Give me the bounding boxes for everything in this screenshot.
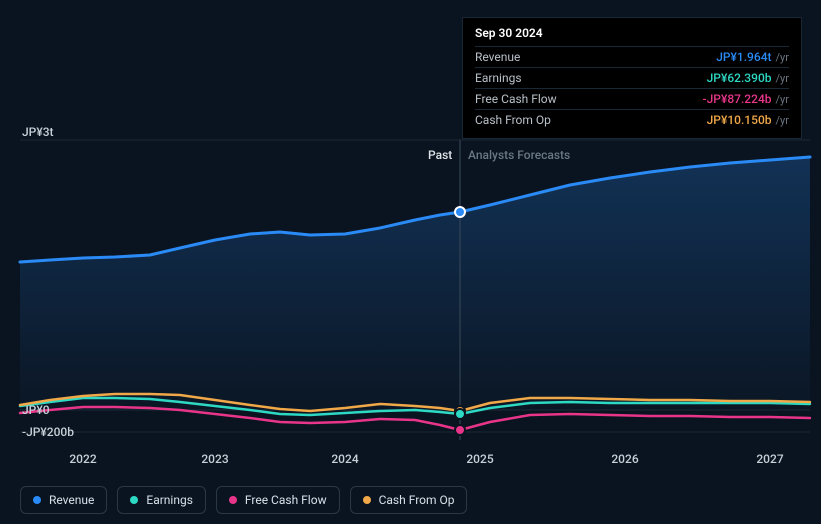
x-tick-label: 2027 — [756, 452, 783, 466]
legend-dot-icon — [229, 496, 237, 504]
past-region-label: Past — [428, 148, 452, 162]
legend-dot-icon — [363, 496, 371, 504]
x-tick-label: 2023 — [201, 452, 228, 466]
tooltip-row-label: Free Cash Flow — [475, 92, 557, 106]
marker-dot — [455, 409, 465, 419]
tooltip-row-unit: /yr — [776, 51, 789, 64]
tooltip-row-label: Earnings — [475, 71, 522, 85]
hover-tooltip: Sep 30 2024 Revenue JP¥1.964t/yr Earnings J… — [462, 17, 802, 139]
x-tick-label: 2026 — [611, 452, 638, 466]
legend-label: Revenue — [49, 493, 94, 507]
tooltip-date: Sep 30 2024 — [475, 26, 789, 46]
legend-item-fcf[interactable]: Free Cash Flow — [216, 486, 340, 514]
legend-dot-icon — [33, 496, 41, 504]
y-tick-label: -JP¥200b — [22, 425, 74, 439]
legend-label: Cash From Op — [379, 493, 455, 507]
legend-dot-icon — [130, 496, 138, 504]
legend-item-earnings[interactable]: Earnings — [117, 486, 206, 514]
legend-item-cfo[interactable]: Cash From Op — [350, 486, 468, 514]
tooltip-row-value: JP¥10.150b — [707, 113, 772, 127]
y-tick-label: JP¥0 — [22, 403, 50, 417]
tooltip-row-unit: /yr — [776, 93, 789, 106]
tooltip-row-unit: /yr — [776, 72, 789, 85]
tooltip-row: Free Cash Flow -JP¥87.224b/yr — [475, 88, 789, 109]
tooltip-row-value: JP¥1.964t — [716, 50, 771, 64]
y-tick-label: JP¥3t — [22, 125, 54, 139]
tooltip-row-unit: /yr — [776, 114, 789, 127]
legend-label: Free Cash Flow — [245, 493, 327, 507]
marker-dot — [455, 425, 465, 435]
x-tick-label: 2022 — [69, 452, 96, 466]
legend-label: Earnings — [146, 493, 193, 507]
tooltip-row-label: Revenue — [475, 50, 520, 64]
tooltip-row-label: Cash From Op — [475, 113, 551, 127]
tooltip-row: Cash From Op JP¥10.150b/yr — [475, 109, 789, 130]
legend: Revenue Earnings Free Cash Flow Cash From O… — [20, 486, 467, 514]
area-fills — [20, 157, 810, 410]
forecast-region-label: Analysts Forecasts — [468, 148, 570, 162]
marker-dot — [455, 207, 465, 217]
tooltip-row-value: JP¥62.390b — [707, 71, 772, 85]
tooltip-row-value: -JP¥87.224b — [703, 92, 772, 106]
x-tick-label: 2025 — [466, 452, 493, 466]
tooltip-row: Earnings JP¥62.390b/yr — [475, 67, 789, 88]
chart-container: JP¥3t JP¥0 -JP¥200b 2022 2023 2024 2025 2026 20… — [0, 0, 821, 524]
x-tick-label: 2024 — [331, 452, 358, 466]
legend-item-revenue[interactable]: Revenue — [20, 486, 107, 514]
tooltip-row: Revenue JP¥1.964t/yr — [475, 46, 789, 67]
